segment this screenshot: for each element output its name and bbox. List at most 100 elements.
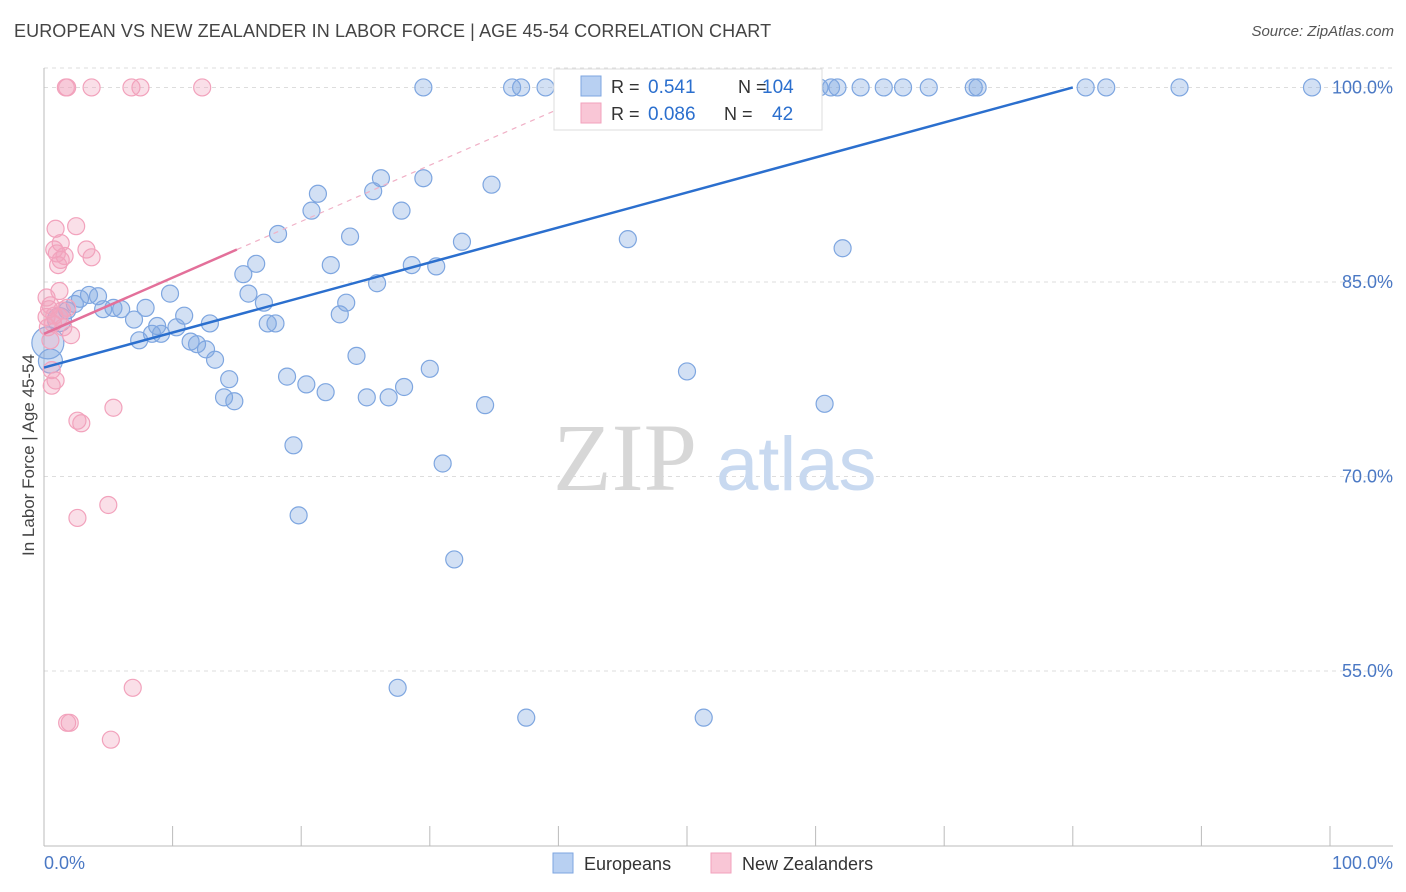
y-tick-label-1: 85.0%	[1342, 272, 1393, 292]
european-point-41	[316, 383, 335, 402]
stat-r-value-1: 0.541	[648, 77, 696, 98]
stat-r-label-1: R =	[611, 77, 640, 97]
axes	[43, 68, 1393, 847]
european-point-12	[136, 298, 155, 317]
european-point-34	[268, 224, 288, 244]
european-point-56	[420, 359, 439, 378]
european-point-96	[694, 708, 713, 727]
new-zealander-point-41	[101, 730, 120, 749]
european-point-5	[70, 289, 90, 308]
european-point-24	[205, 350, 225, 369]
european-trend-line	[43, 86, 1074, 369]
new-zealander-point-11	[46, 219, 65, 238]
x-tick-min: 0.0%	[44, 853, 85, 873]
stat-r-value-2: 0.086	[648, 104, 696, 125]
watermark-atlas: atlas	[716, 422, 877, 507]
european-point-87	[1097, 78, 1116, 97]
european-point-47	[357, 388, 376, 407]
european-point-26	[220, 370, 239, 389]
european-point-83	[919, 78, 938, 97]
new-zealander-point-13	[49, 255, 68, 275]
european-point-84	[964, 78, 983, 97]
watermark: ZIP atlas	[553, 404, 877, 511]
european-point-58	[433, 454, 452, 473]
european-point-13	[160, 284, 180, 303]
y-tick-labels: 100.0% 85.0% 70.0% 55.0%	[1332, 77, 1393, 681]
stat-n-label-2: N =	[724, 104, 753, 124]
european-point-66	[536, 78, 555, 97]
new-zealander-point-14	[50, 281, 69, 301]
new-zealander-point-29	[104, 398, 123, 417]
new-zealander-point-28	[82, 248, 101, 267]
european-point-61	[475, 396, 495, 415]
european-point-33	[266, 314, 285, 333]
european-point-52	[392, 201, 411, 220]
european-point-60	[452, 232, 472, 251]
new-zealander-point-21	[55, 246, 74, 266]
european-point-91	[833, 239, 852, 258]
legend-label-europeans: Europeans	[584, 854, 671, 874]
european-point-94	[388, 678, 407, 697]
european-point-78	[821, 78, 841, 97]
new-zealander-point-40	[60, 713, 79, 732]
european-point-30	[247, 254, 266, 273]
european-point-29	[239, 284, 258, 303]
european-point-32	[258, 314, 277, 333]
european-point-37	[289, 506, 308, 525]
european-point-90	[618, 230, 637, 249]
european-point-80	[851, 78, 870, 97]
european-point-42	[321, 255, 340, 275]
series-legend: Europeans New Zealanders	[552, 852, 873, 874]
y-tick-label-0: 100.0%	[1332, 77, 1393, 97]
european-point-55	[414, 169, 433, 188]
legend-swatch-new-zealanders	[580, 102, 602, 124]
new-zealander-trend-line	[43, 248, 238, 335]
new-zealander-point-33	[58, 78, 77, 97]
european-point-92	[677, 362, 697, 381]
european-point-39	[302, 201, 321, 220]
new-zealander-point-26	[72, 414, 91, 433]
european-point-35	[277, 367, 297, 386]
gridlines	[44, 67, 1393, 672]
new-zealander-point-38	[123, 678, 142, 697]
new-zealander-point-24	[67, 217, 86, 236]
stats-legend: R = 0.541 N = 104 R = 0.086 N = 42	[553, 68, 823, 131]
watermark-zip: ZIP	[553, 404, 697, 511]
european-point-40	[308, 184, 328, 203]
european-point-19	[175, 306, 194, 325]
european-point-45	[340, 227, 360, 246]
european-point-44	[337, 293, 356, 312]
european-point-88	[1170, 78, 1189, 97]
european-point-36	[284, 436, 303, 455]
european-point-85	[968, 78, 987, 97]
new-zealander-point-37	[193, 78, 212, 97]
new-zealander-point-36	[131, 78, 150, 97]
european-point-95	[517, 708, 536, 727]
new-zealander-point-31	[99, 495, 118, 515]
european-point-59	[445, 550, 464, 569]
european-point-65	[512, 78, 531, 97]
european-point-11	[124, 310, 144, 329]
european-point-46	[347, 346, 366, 365]
new-zealander-point-30	[68, 508, 87, 528]
european-point-53	[394, 377, 414, 397]
european-point-38	[297, 375, 316, 394]
european-point-86	[1076, 78, 1095, 97]
new-zealander-point-23	[61, 326, 81, 345]
new-zealander-point-20	[46, 371, 65, 390]
y-tick-label-2: 70.0%	[1342, 466, 1393, 486]
stat-r-label-2: R =	[611, 104, 640, 124]
chart-title: EUROPEAN VS NEW ZEALANDER IN LABOR FORCE…	[14, 21, 772, 41]
european-point-28	[234, 265, 253, 284]
european-point-25	[214, 388, 234, 407]
stat-n-value-2: 42	[772, 104, 793, 125]
y-axis-title: In Labor Force | Age 45-54	[19, 354, 38, 556]
european-point-51	[379, 388, 398, 407]
source-label: Source: ZipAtlas.com	[1251, 23, 1394, 40]
european-point-81	[874, 78, 893, 97]
y-tick-label-3: 55.0%	[1342, 661, 1393, 681]
european-point-43	[330, 305, 349, 324]
x-tick-max: 100.0%	[1332, 853, 1393, 873]
european-point-27	[225, 392, 244, 411]
